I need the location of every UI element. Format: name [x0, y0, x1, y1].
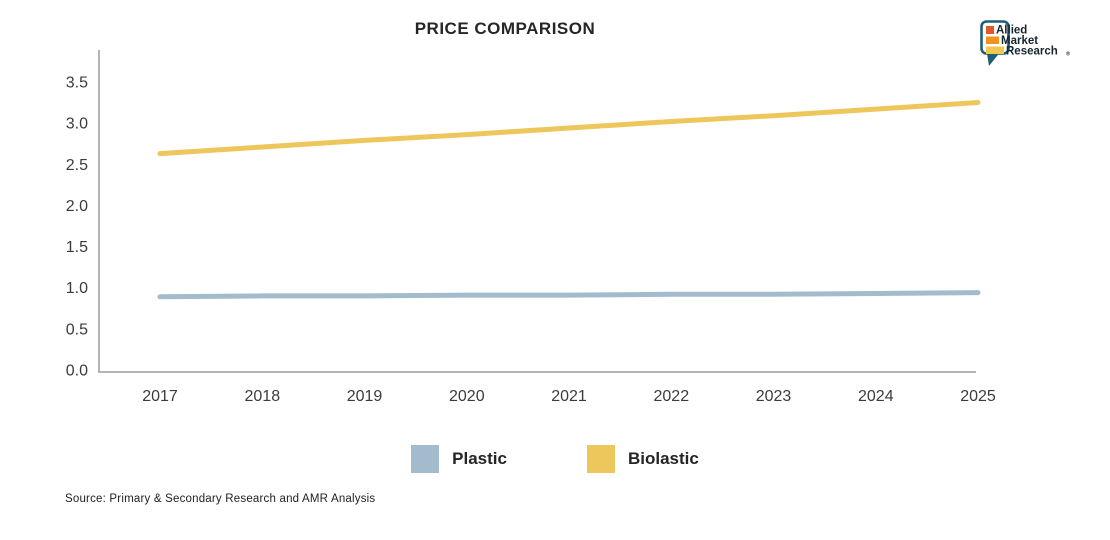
series-line-plastic: [157, 290, 981, 300]
legend-label-biolastic: Biolastic: [627, 449, 699, 468]
logo-bar-red: [986, 26, 994, 34]
source-note: Source: Primary & Secondary Research and…: [65, 493, 376, 505]
x-tick-label: 2018: [245, 388, 281, 405]
series-line-biolastic: [157, 100, 981, 157]
x-tick-label: 2019: [347, 388, 383, 405]
plastic-color-swatch: [411, 445, 440, 473]
registered-mark-icon: ®: [1066, 51, 1070, 58]
logo-text-line2: Market: [1001, 35, 1038, 47]
y-tick-label: 0.5: [66, 321, 88, 338]
x-tick-label: 2021: [551, 388, 587, 405]
biolastic-color-swatch: [586, 445, 615, 473]
amr-logo: Allied Market Research ®: [980, 19, 1074, 69]
legend-label-plastic: Plastic: [452, 449, 507, 468]
logo-bar-orange: [986, 36, 999, 44]
legend-item-plastic: Plastic: [411, 445, 507, 473]
x-tick-label: 2020: [449, 388, 485, 405]
y-tick-label: 0.0: [66, 363, 88, 380]
chart-title: PRICE COMPARISON: [414, 19, 596, 38]
logo-text-line1: Allied: [996, 25, 1027, 37]
y-tick-label: 2.0: [66, 198, 88, 215]
logo-bar-yellow: [986, 46, 1004, 54]
y-tick-label: 3.0: [66, 116, 88, 133]
amr-logo-graphic: Allied Market Research ®: [980, 20, 1070, 66]
x-tick-label: 2024: [858, 388, 894, 405]
y-tick-label: 1.0: [66, 280, 88, 297]
x-tick-label: 2025: [960, 388, 996, 405]
y-tick-label: 2.5: [66, 157, 88, 174]
x-tick-label: 2023: [756, 388, 792, 405]
x-tick-label: 2017: [142, 388, 178, 405]
x-tick-label: 2022: [654, 388, 690, 405]
y-tick-label: 1.5: [66, 239, 88, 256]
legend-item-biolastic: Biolastic: [586, 445, 699, 473]
speech-bubble-tail: [987, 53, 999, 66]
y-tick-label: 3.5: [66, 74, 88, 91]
chart-legend: Plastic Biolastic: [0, 445, 1110, 473]
logo-text-line3: Research: [1006, 46, 1058, 58]
